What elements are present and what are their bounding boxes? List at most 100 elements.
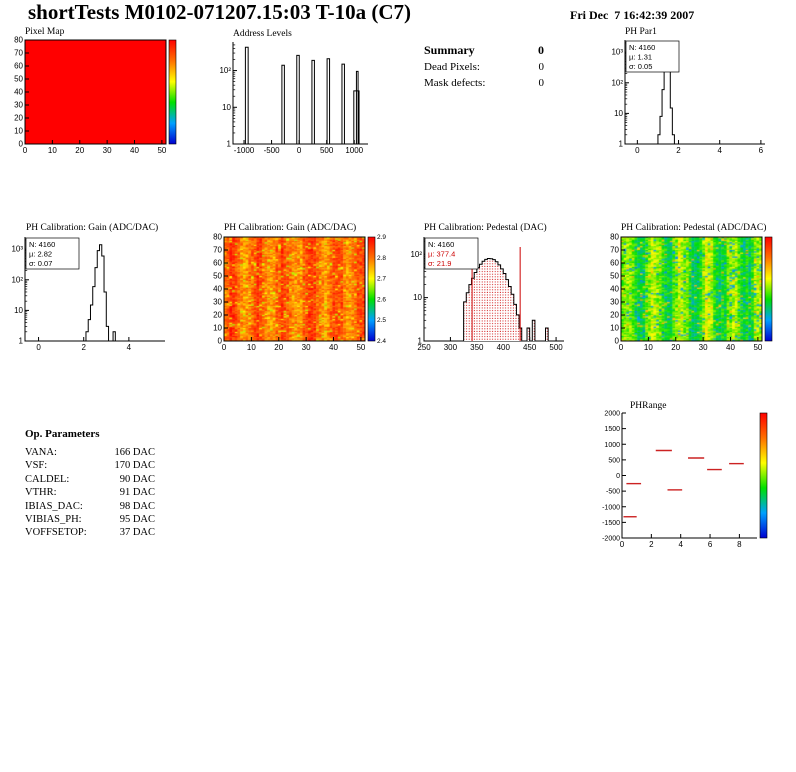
op-param-name: VIBIAS_PH: [25,514,82,526]
axis-label: 0 [635,146,640,155]
axis-label: 8 [737,540,742,549]
ph-range-colorbar [759,412,768,539]
op-param-row: VOFFSETOP: 37 DAC [25,526,155,539]
axis-label: 10 [614,109,623,118]
ph-par1-title: PH Par1 [625,27,657,37]
axis-label: 2.7 [377,276,386,283]
axis-label: 80 [213,233,222,242]
axis-label: N: 4160 [428,240,454,249]
op-parameters-title: Op. Parameters [25,428,100,440]
pedestal-hist-series [463,257,551,342]
axis-label: 0 [218,337,223,346]
axis-label: 0 [619,343,624,352]
axis-label: 1 [19,337,24,346]
axis-label: 70 [14,49,23,58]
gain-hist-title: PH Calibration: Gain (ADC/DAC) [26,223,159,233]
axis-label: 500 [549,343,563,352]
op-param-name: VSF: [25,460,48,472]
op-param-value: 91 DAC [119,487,155,499]
pixel-map-frame [24,39,167,145]
op-param-row: IBIAS_DAC: 98 DAC [25,500,155,513]
axis-label: 0 [23,146,28,155]
axis-label: σ: 0.05 [629,62,652,71]
axis-label: 10 [14,306,23,315]
address-levels-axes [232,42,368,145]
axis-label: 0 [19,140,24,149]
op-param-name: VTHR: [25,487,57,499]
axis-label: 10 [413,293,422,302]
op-param-value: 98 DAC [119,500,155,512]
axis-label: 4 [678,540,683,549]
op-param-value: 90 DAC [119,473,155,485]
axis-label: 2 [676,146,681,155]
axis-label: 40 [213,285,222,294]
axis-label: -1000 [234,146,255,155]
op-param-name: CALDEL: [25,473,70,485]
axis-label: 2.6 [377,296,386,303]
ph-par1-stats-box [625,40,680,73]
op-param-name: VOFFSETOP: [25,527,87,539]
axis-label: 10³ [11,245,23,254]
axis-label: 20 [75,146,84,155]
axis-label: -500 [264,146,281,155]
axis-label: 50 [753,343,762,352]
axis-label: 50 [157,146,166,155]
axis-label: 20 [274,343,283,352]
axis-label: 10² [219,66,231,75]
axis-label: 40 [726,343,735,352]
mask-defects-value: 0 [538,77,545,89]
axis-label: 10² [410,250,422,259]
axis-label: 6 [708,540,713,549]
op-param-row: VTHR: 91 DAC [25,486,155,499]
axis-label: 30 [213,298,222,307]
gain-map-colorbar [367,236,376,342]
axis-label: 20 [671,343,680,352]
op-param-value: 95 DAC [119,514,155,526]
pixel-map-plot: 0 10 20 30 40 50 0 10 20 30 40 50 60 70 80 [14,36,177,155]
pedestal-map-title: PH Calibration: Pedestal (ADC/DAC) [621,223,767,233]
op-param-value: 170 DAC [114,460,155,472]
gain-map-plot: 0 10 20 30 40 50 0 10 20 30 40 50 60 70 80 2.9 2.8 2.7 2.6… [213,233,386,353]
axis-label: 2.5 [377,317,386,324]
axis-label: 10² [11,275,23,284]
op-param-row: VSF: 170 DAC [25,459,155,472]
axis-label: 10 [610,324,619,333]
axis-label: -2000 [602,536,620,543]
axis-label: 2.4 [377,338,386,345]
axis-label: 0 [616,473,620,480]
axis-label: 1 [227,140,232,149]
pedestal-hist-stats-box [424,237,479,270]
axis-label: µ: 377.4 [428,250,455,259]
axis-label: 1 [619,140,624,149]
axis-label: 50 [610,272,619,281]
axis-label: -1500 [602,520,620,527]
op-param-name: IBIAS_DAC: [25,500,83,512]
pixel-map-bitmap [25,40,166,144]
ph-range-title: PHRange [630,401,667,411]
axis-label: 10 [222,103,231,112]
pedestal-hist-title: PH Calibration: Pedestal (DAC) [424,223,547,233]
address-levels-series [244,46,360,144]
axis-label: 4 [127,343,132,352]
op-param-value: 37 DAC [119,527,155,539]
axis-label: 30 [699,343,708,352]
axis-label: 2.9 [377,234,386,241]
axis-label: 250 [417,343,431,352]
axis-label: 60 [14,62,23,71]
gain-map-frame [223,236,366,342]
pedestal-map-bitmap [621,237,762,341]
axis-label: 30 [610,298,619,307]
dead-pixels-value: 0 [538,60,545,73]
pedestal-map-colorbar [764,236,773,342]
axis-label: 0 [297,146,302,155]
axis-label: 10 [213,324,222,333]
dead-pixels-label: Dead Pixels: [424,60,480,73]
axis-label: 30 [302,343,311,352]
op-param-row: VIBIAS_PH: 95 DAC [25,513,155,526]
axis-label: 60 [213,259,222,268]
axis-label: 40 [329,343,338,352]
axis-label: 2 [649,540,654,549]
